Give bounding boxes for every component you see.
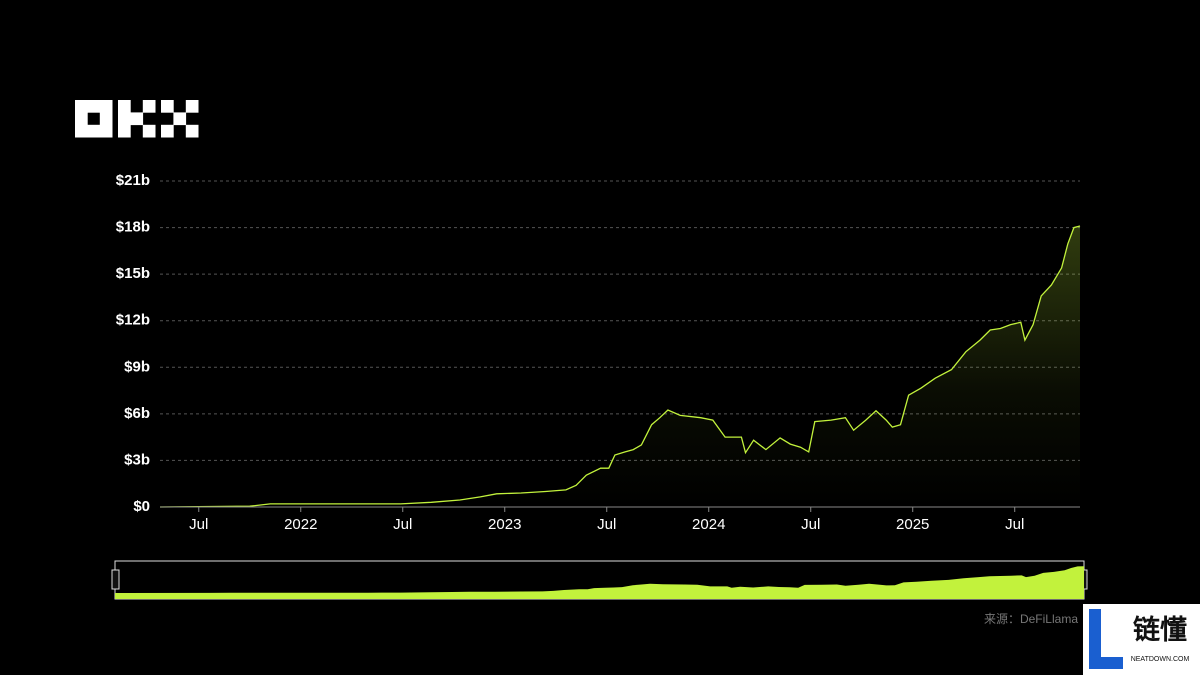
x-tick-label: 2023 [488,516,521,533]
x-tick-label: Jul [1005,516,1024,533]
x-tick-label: Jul [597,516,616,533]
logo-block [118,100,131,113]
logo-block [99,124,113,138]
logo-block [75,112,88,126]
logo-block [142,124,156,138]
y-tick-label: $9b [124,358,150,375]
x-tick-label: 2025 [896,516,929,533]
source: 来源：DeFiLlama [984,612,1078,626]
y-tick-label: $3b [124,451,150,468]
y-tick-label: $15b [116,265,150,282]
navigator-area [115,566,1084,599]
watermark-site: NEATDOWN.COM [1131,656,1190,663]
logo-block [185,100,199,113]
logo-block [130,112,144,126]
x-tick-label: 2024 [692,516,725,533]
logo [75,100,199,138]
line [159,225,1081,508]
logo-block [161,124,174,138]
y-tick-label: $0 [133,498,150,515]
logo-block [99,100,113,113]
y-tick-label: $18b [116,219,150,236]
watermark-name: 链懂 [1133,614,1187,645]
logo-block [99,112,113,126]
area [160,226,1080,507]
logo-block [75,100,88,113]
x-tick-label: Jul [189,516,208,533]
x-tick-label: Jul [393,516,412,533]
logo-block [87,100,101,113]
watermark-icon [1089,609,1123,669]
logo-block [118,124,131,138]
logo-block [185,124,199,138]
x-tick-label: 2022 [284,516,317,533]
logo-block [118,112,131,126]
logo-block [161,100,174,113]
navigator-handle[interactable] [111,569,120,590]
y-tick-label: $12b [116,312,150,329]
y-tick-label: $21b [116,172,150,189]
logo-block [75,124,88,138]
logo-block [173,112,187,126]
y-tick-label: $6b [124,405,150,422]
x-tick-label: Jul [801,516,820,533]
logo-block [142,100,156,113]
logo-block [87,124,101,138]
